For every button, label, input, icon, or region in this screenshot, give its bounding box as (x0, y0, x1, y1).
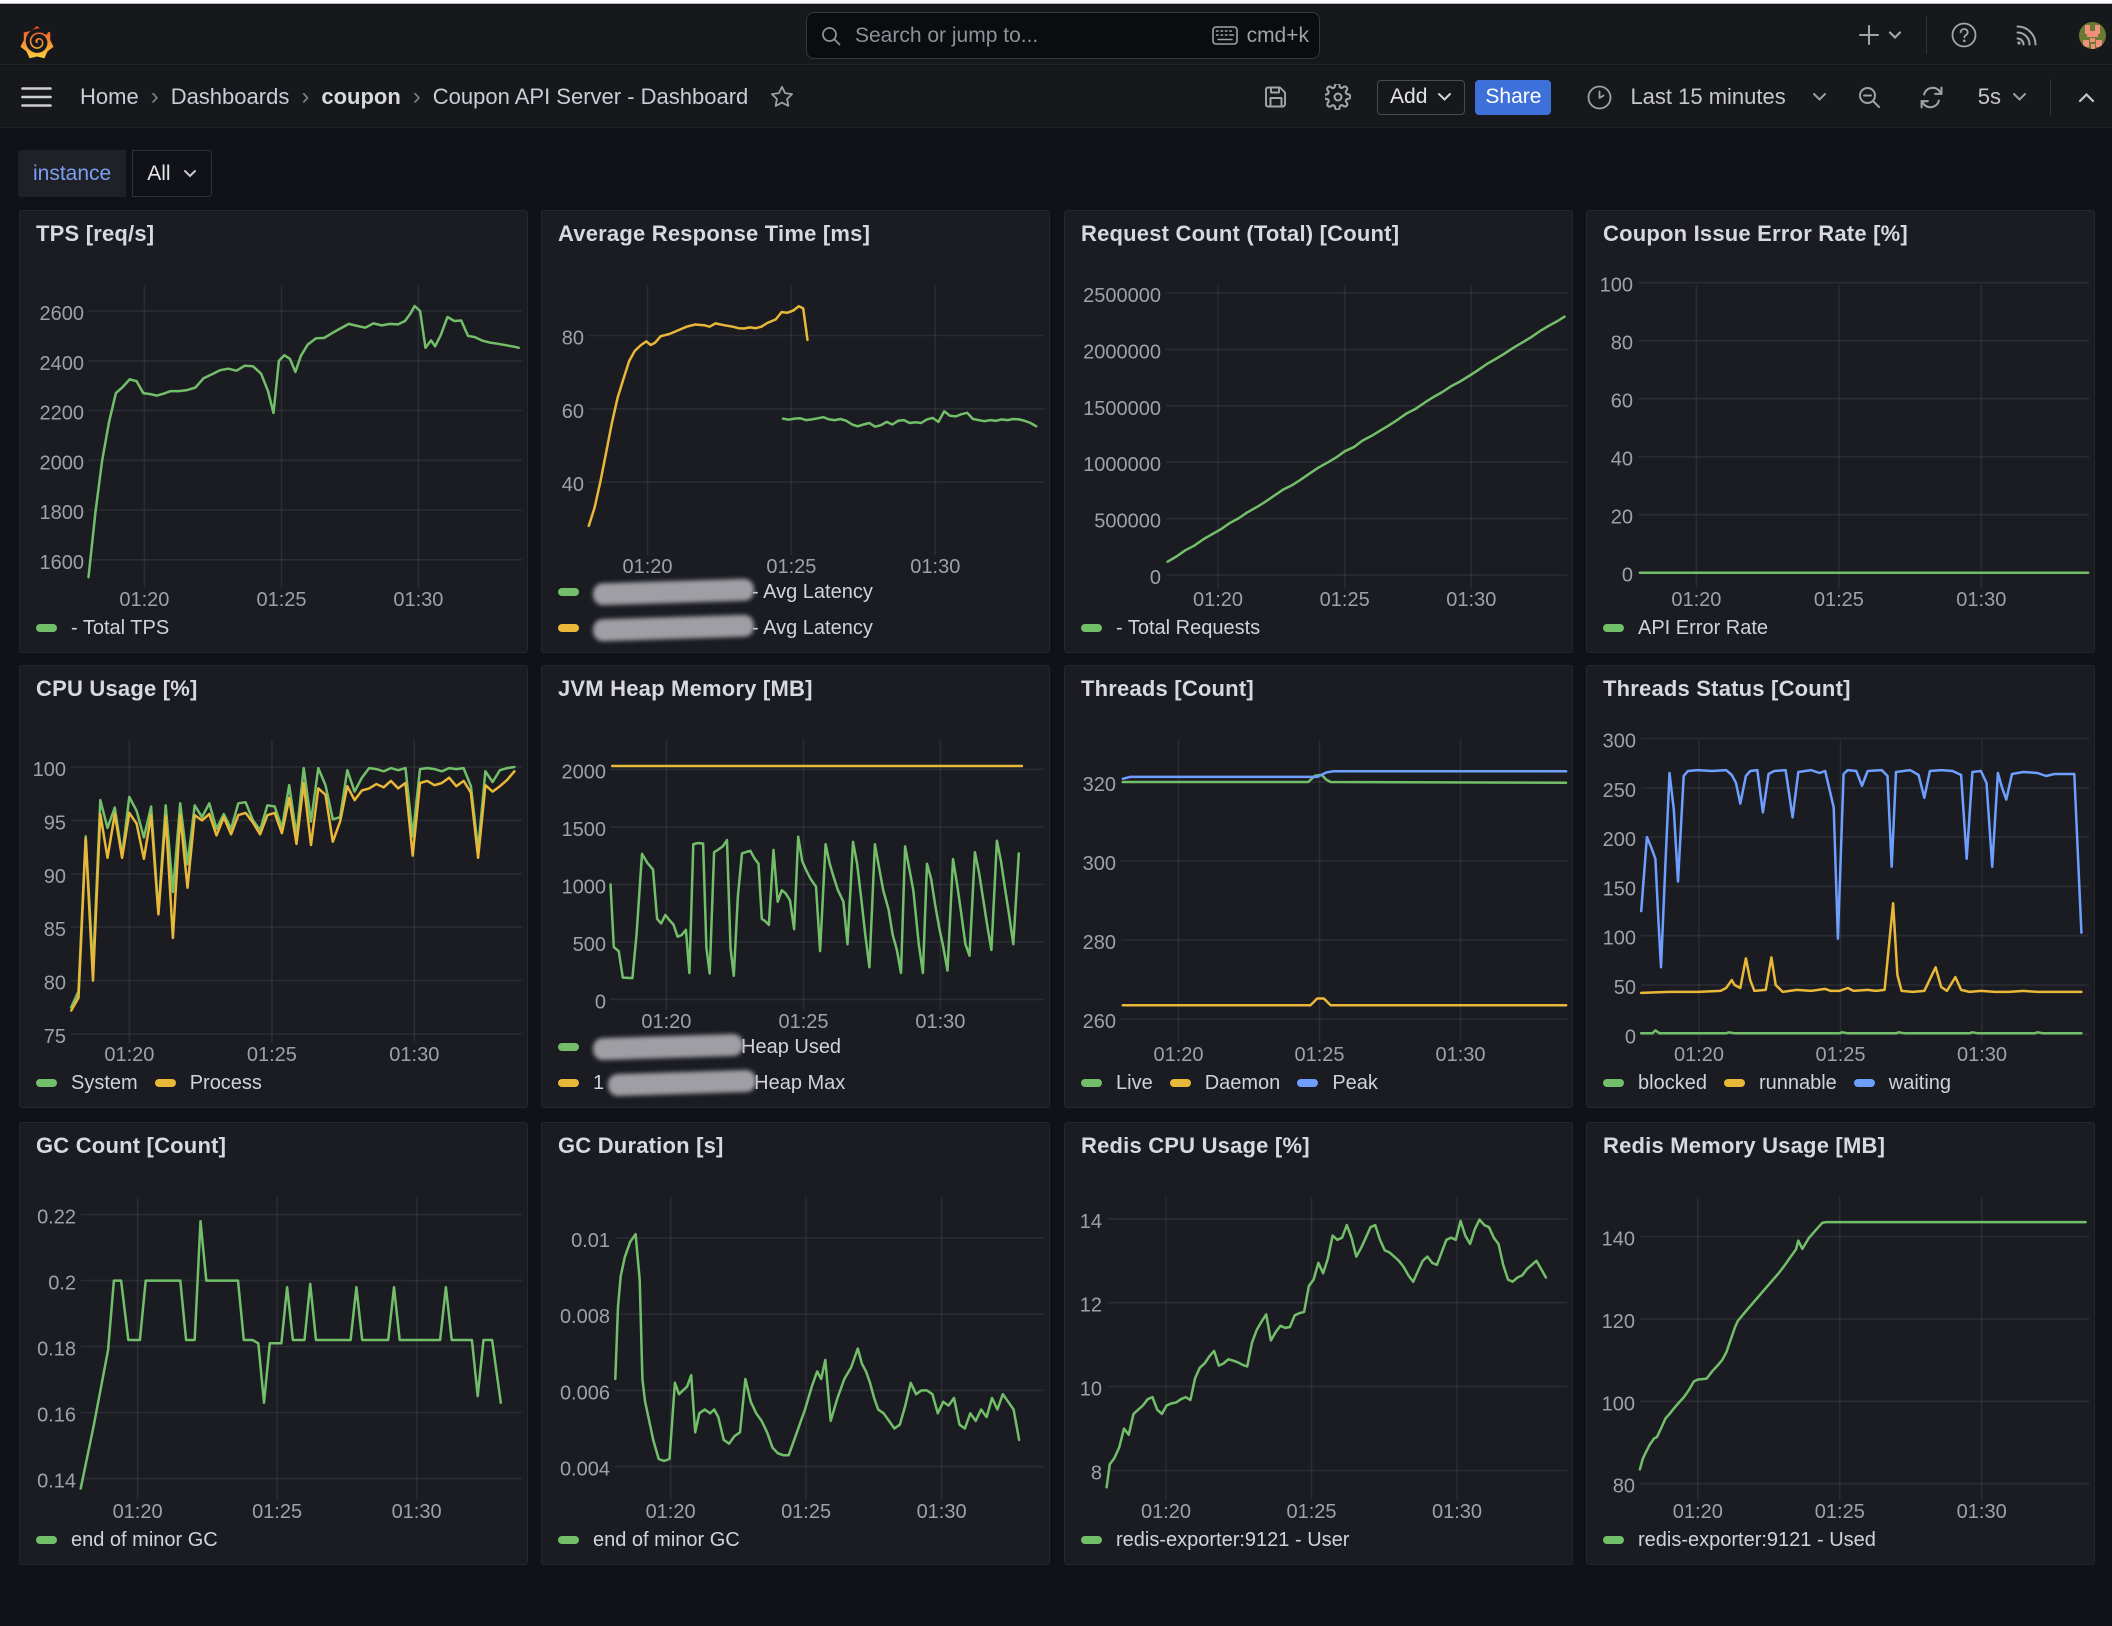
svg-text:1600: 1600 (40, 552, 85, 574)
svg-text:90: 90 (44, 866, 66, 888)
svg-text:01:30: 01:30 (1956, 589, 2006, 611)
svg-text:01:30: 01:30 (389, 1044, 439, 1066)
svg-text:2000: 2000 (562, 761, 607, 783)
svg-text:80: 80 (1613, 1476, 1635, 1498)
svg-text:80: 80 (44, 973, 66, 995)
svg-text:01:25: 01:25 (1286, 1501, 1336, 1523)
svg-text:01:20: 01:20 (1674, 1044, 1724, 1066)
svg-text:300: 300 (1603, 731, 1636, 753)
svg-text:0: 0 (1625, 1026, 1636, 1048)
svg-text:280: 280 (1083, 932, 1116, 954)
svg-text:95: 95 (44, 812, 66, 834)
svg-text:100: 100 (33, 759, 66, 781)
svg-text:01:20: 01:20 (119, 589, 169, 611)
svg-text:2400: 2400 (40, 353, 85, 375)
svg-text:0.006: 0.006 (560, 1382, 610, 1404)
svg-text:01:20: 01:20 (646, 1501, 696, 1523)
svg-text:50: 50 (1614, 977, 1636, 999)
svg-text:120: 120 (1602, 1311, 1635, 1333)
svg-text:01:25: 01:25 (766, 556, 816, 578)
svg-text:01:30: 01:30 (917, 1501, 967, 1523)
svg-text:01:25: 01:25 (252, 1501, 302, 1523)
svg-text:40: 40 (562, 474, 584, 496)
svg-text:75: 75 (44, 1026, 66, 1048)
svg-text:01:25: 01:25 (1814, 589, 1864, 611)
svg-text:0.14: 0.14 (37, 1471, 76, 1493)
svg-text:01:25: 01:25 (781, 1501, 831, 1523)
svg-text:250: 250 (1603, 780, 1636, 802)
svg-text:01:20: 01:20 (1153, 1044, 1203, 1066)
svg-text:01:25: 01:25 (1815, 1501, 1865, 1523)
svg-text:8: 8 (1091, 1463, 1102, 1485)
svg-text:80: 80 (1611, 333, 1633, 355)
svg-text:01:30: 01:30 (1957, 1044, 2007, 1066)
svg-text:01:25: 01:25 (778, 1011, 828, 1033)
svg-text:01:20: 01:20 (104, 1044, 154, 1066)
svg-text:01:20: 01:20 (1193, 589, 1243, 611)
svg-text:01:30: 01:30 (1432, 1501, 1482, 1523)
svg-text:01:20: 01:20 (622, 556, 672, 578)
svg-text:100: 100 (1600, 275, 1633, 297)
svg-text:0.22: 0.22 (37, 1207, 76, 1229)
svg-text:2200: 2200 (40, 403, 85, 425)
svg-text:01:20: 01:20 (1141, 1501, 1191, 1523)
svg-text:0: 0 (595, 991, 606, 1013)
svg-text:0: 0 (1622, 565, 1633, 587)
svg-text:320: 320 (1083, 774, 1116, 796)
svg-text:150: 150 (1603, 878, 1636, 900)
svg-text:500: 500 (573, 934, 606, 956)
svg-text:100: 100 (1602, 1393, 1635, 1415)
svg-text:01:25: 01:25 (1815, 1044, 1865, 1066)
svg-text:01:20: 01:20 (1673, 1501, 1723, 1523)
svg-text:2500000: 2500000 (1083, 285, 1161, 307)
svg-text:01:30: 01:30 (1446, 589, 1496, 611)
svg-text:2000: 2000 (40, 452, 85, 474)
svg-text:260: 260 (1083, 1011, 1116, 1033)
svg-text:01:30: 01:30 (392, 1501, 442, 1523)
svg-text:01:20: 01:20 (1671, 589, 1721, 611)
svg-text:0.2: 0.2 (48, 1273, 76, 1295)
svg-text:01:30: 01:30 (910, 556, 960, 578)
svg-text:01:25: 01:25 (256, 589, 306, 611)
svg-text:01:30: 01:30 (915, 1011, 965, 1033)
svg-text:0.004: 0.004 (560, 1459, 610, 1481)
svg-text:1800: 1800 (40, 502, 85, 524)
svg-text:01:25: 01:25 (247, 1044, 297, 1066)
svg-text:300: 300 (1083, 853, 1116, 875)
svg-text:1000: 1000 (562, 876, 607, 898)
svg-text:1500000: 1500000 (1083, 398, 1161, 420)
svg-text:10: 10 (1080, 1379, 1102, 1401)
svg-text:20: 20 (1611, 507, 1633, 529)
svg-text:01:25: 01:25 (1294, 1044, 1344, 1066)
svg-text:60: 60 (1611, 391, 1633, 413)
svg-text:500000: 500000 (1094, 511, 1161, 533)
svg-text:1500: 1500 (562, 819, 607, 841)
svg-text:14: 14 (1080, 1211, 1102, 1233)
svg-text:01:20: 01:20 (641, 1011, 691, 1033)
svg-text:2600: 2600 (40, 303, 85, 325)
svg-text:140: 140 (1602, 1229, 1635, 1251)
svg-text:01:30: 01:30 (1435, 1044, 1485, 1066)
svg-text:80: 80 (562, 328, 584, 350)
svg-text:01:20: 01:20 (113, 1501, 163, 1523)
svg-text:01:30: 01:30 (1957, 1501, 2007, 1523)
svg-text:100: 100 (1603, 928, 1636, 950)
svg-text:60: 60 (562, 401, 584, 423)
svg-text:01:25: 01:25 (1320, 589, 1370, 611)
svg-text:40: 40 (1611, 449, 1633, 471)
svg-text:12: 12 (1080, 1295, 1102, 1317)
svg-text:200: 200 (1603, 829, 1636, 851)
svg-text:0.01: 0.01 (571, 1230, 610, 1252)
svg-text:85: 85 (44, 919, 66, 941)
svg-text:0: 0 (1150, 567, 1161, 589)
svg-text:0.18: 0.18 (37, 1339, 76, 1361)
svg-text:01:30: 01:30 (393, 589, 443, 611)
svg-text:0.16: 0.16 (37, 1405, 76, 1427)
svg-text:0.008: 0.008 (560, 1306, 610, 1328)
svg-text:1000000: 1000000 (1083, 454, 1161, 476)
svg-text:2000000: 2000000 (1083, 341, 1161, 363)
